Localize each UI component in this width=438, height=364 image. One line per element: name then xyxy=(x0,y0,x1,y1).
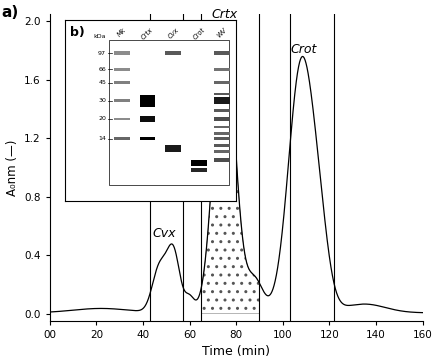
Text: Cvx: Cvx xyxy=(152,228,176,241)
Text: a): a) xyxy=(1,5,18,20)
Text: Crot: Crot xyxy=(290,43,317,56)
Y-axis label: A₀nm (—): A₀nm (—) xyxy=(6,139,18,195)
Text: Crtx: Crtx xyxy=(212,8,237,21)
X-axis label: Time (min): Time (min) xyxy=(202,345,270,359)
